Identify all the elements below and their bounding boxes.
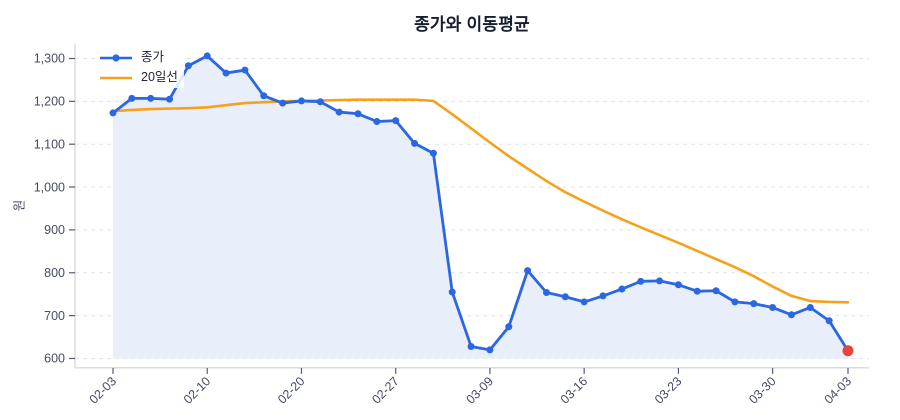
- data-point-marker: [109, 109, 117, 117]
- data-point-marker: [750, 300, 758, 308]
- data-point-marker: [693, 287, 701, 295]
- x-axis-tick-label: 02-10: [181, 374, 214, 407]
- data-point-marker: [203, 52, 211, 60]
- data-point-marker: [637, 277, 645, 285]
- y-axis-tick-label: 700: [44, 309, 65, 323]
- data-point-marker: [316, 98, 324, 106]
- y-axis-tick-label: 1,300: [34, 52, 65, 66]
- data-point-marker: [184, 62, 192, 70]
- last-point-marker: [842, 345, 854, 357]
- data-point-marker: [373, 117, 381, 125]
- legend-label-close-price: 종가: [141, 50, 165, 65]
- data-point-marker: [505, 323, 513, 331]
- x-axis-tick-label: 04-03: [822, 374, 855, 407]
- data-point-marker: [448, 288, 456, 296]
- close-price-area-fill: [113, 55, 848, 359]
- data-point-marker: [561, 293, 569, 301]
- data-point-marker: [542, 288, 550, 296]
- data-point-marker: [128, 94, 136, 102]
- data-point-marker: [392, 117, 400, 125]
- data-point-marker: [429, 149, 437, 157]
- y-axis-tick-label: 1,000: [34, 180, 65, 194]
- data-point-marker: [825, 317, 833, 325]
- y-axis-tick-label: 900: [44, 223, 65, 237]
- x-axis-tick-label: 02-20: [275, 374, 308, 407]
- y-axis-tick-label: 1,100: [34, 137, 65, 151]
- data-point-marker: [279, 99, 287, 107]
- y-axis-label: 원: [12, 199, 27, 212]
- legend-item-close-price: 종가: [99, 49, 178, 66]
- data-point-marker: [580, 298, 588, 306]
- data-point-marker: [486, 346, 494, 354]
- data-point-marker: [731, 298, 739, 306]
- close-price-line: [111, 54, 850, 353]
- data-point-marker: [674, 281, 682, 289]
- data-point-marker: [467, 342, 475, 350]
- x-axis-tick-label: 03-23: [652, 374, 685, 407]
- data-point-marker: [599, 292, 607, 300]
- x-axis-tick-label: 02-27: [369, 374, 402, 407]
- data-point-marker: [411, 139, 419, 147]
- y-axis-tick-label: 800: [44, 266, 65, 280]
- legend-item-ma20: 20일선: [99, 69, 178, 86]
- legend: 종가 20일선: [97, 47, 184, 88]
- data-point-marker: [769, 303, 777, 311]
- x-axis-tick-label: 03-09: [464, 374, 497, 407]
- chart-title: 종가와 이동평균: [414, 15, 530, 34]
- legend-label-ma20: 20일선: [141, 70, 178, 85]
- data-point-marker: [656, 277, 664, 285]
- data-point-marker: [241, 66, 249, 74]
- close-price-series-swatch: [100, 53, 132, 62]
- data-point-marker: [712, 287, 720, 295]
- y-axis-tick-label: 1,200: [34, 95, 65, 109]
- data-point-marker: [354, 110, 362, 118]
- data-point-marker: [222, 69, 230, 77]
- y-axis-tick-label: 600: [44, 352, 65, 366]
- x-axis-tick-label: 02-03: [87, 374, 120, 407]
- ma20-series-swatch: [100, 76, 132, 79]
- data-point-marker: [787, 311, 795, 319]
- x-axis-tick-label: 03-16: [558, 374, 591, 407]
- data-point-marker: [618, 285, 626, 293]
- data-point-marker: [524, 267, 532, 275]
- data-point-marker: [297, 97, 305, 105]
- data-point-marker: [335, 108, 343, 116]
- data-point-marker: [166, 95, 174, 103]
- data-point-marker: [260, 92, 268, 100]
- x-axis-tick-label: 03-30: [746, 374, 779, 407]
- ma20-line: [111, 98, 850, 304]
- data-point-marker: [806, 303, 814, 311]
- data-point-marker: [147, 94, 155, 102]
